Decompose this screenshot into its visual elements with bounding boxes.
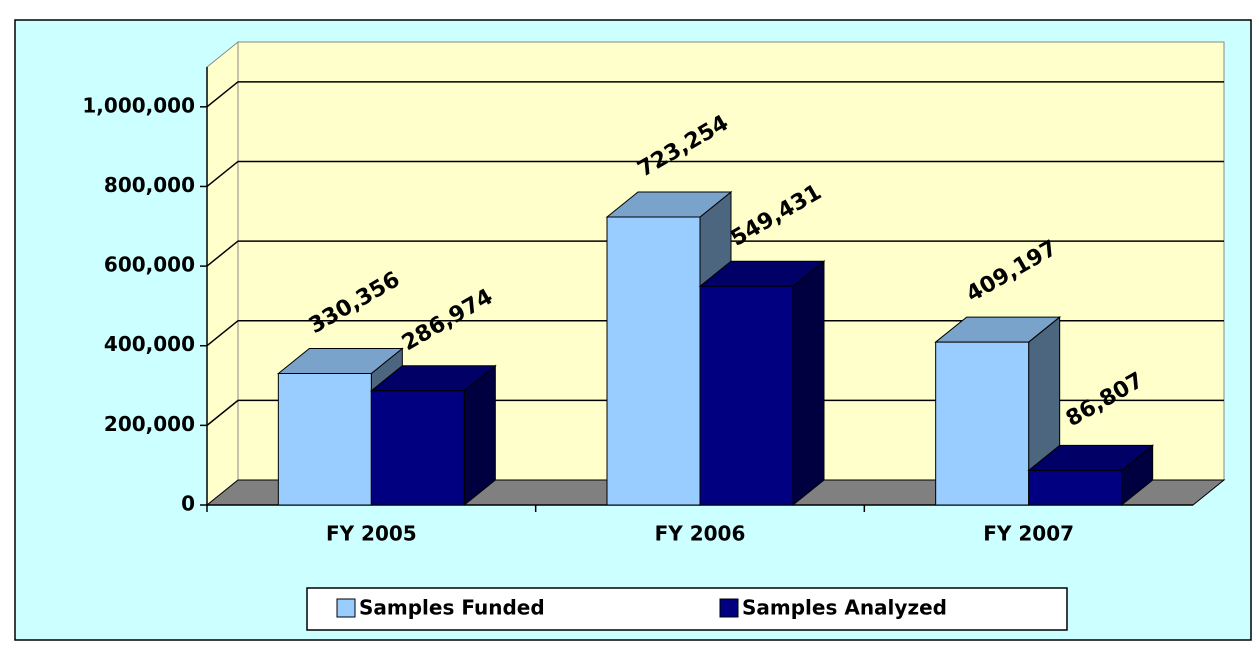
grid-line [206,399,1224,426]
y-tick-label: 200,000 [104,412,195,436]
bar-front [277,372,372,506]
bar [1027,444,1155,507]
legend [306,587,1068,631]
legend-swatch [719,598,739,618]
grid-line [206,319,1224,347]
y-tick-label: 800,000 [104,173,195,197]
bar-side [792,260,825,507]
y-tick-label: 1,000,000 [82,93,195,117]
x-tick-label: FY 2006 [655,522,746,546]
y-tick-label: 400,000 [104,332,195,356]
bar-front [370,390,465,506]
side-wall [206,40,239,507]
bar-front [699,285,794,506]
x-tick-label: FY 2005 [326,522,417,546]
grid-line [206,81,1224,108]
bar-front [606,216,701,506]
legend-swatch [336,598,356,618]
grid-line [206,160,1224,188]
y-tick-label: 0 [181,492,195,516]
bar [698,260,826,507]
legend-label: Samples Funded [359,596,545,620]
grid-line [206,240,1224,267]
legend-label: Samples Analyzed [742,596,947,620]
bar-front [935,341,1030,506]
y-tick-label: 600,000 [104,253,195,277]
x-tick-label: FY 2007 [983,522,1074,546]
bar-front [1028,469,1123,506]
bar [369,364,497,507]
